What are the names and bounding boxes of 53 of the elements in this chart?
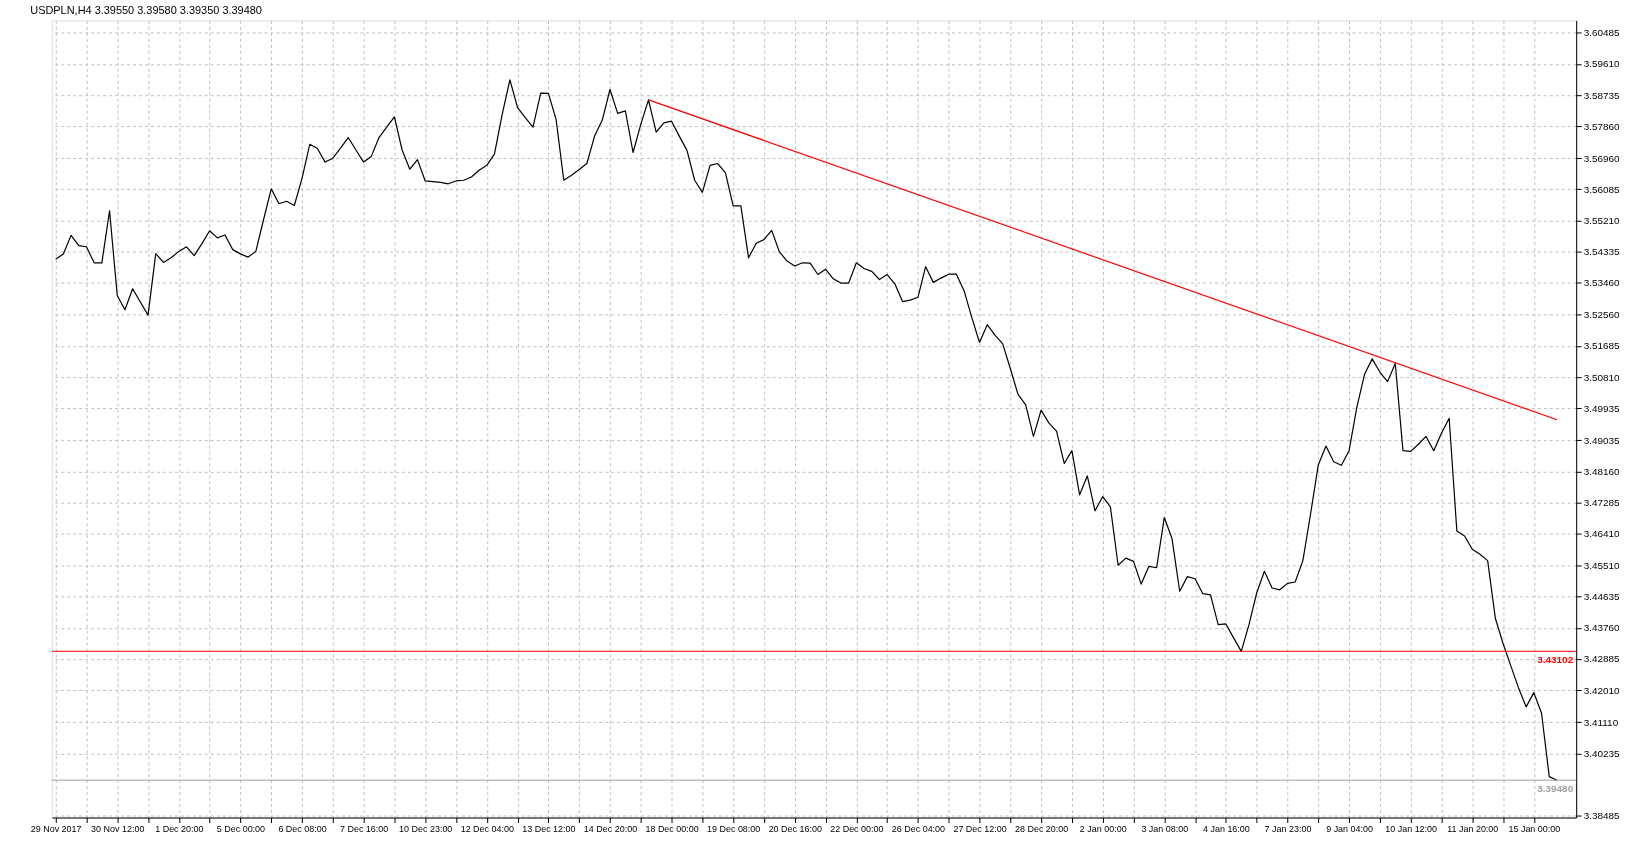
y-tick-label: 3.49935 [1583,402,1621,414]
y-tick-label: 3.59610 [1583,58,1621,70]
x-tick-label: 15 Jan 00:00 [1508,823,1561,834]
y-tick-label: 3.38485 [1583,810,1621,822]
y-tick-label: 3.51685 [1583,340,1621,352]
y-tick-label: 3.44635 [1583,591,1621,603]
x-tick-label: 29 Nov 2017 [30,823,82,834]
x-tick-label: 30 Nov 12:00 [91,823,145,834]
y-tick-label: 3.57860 [1583,120,1621,132]
y-tick-label: 3.43760 [1583,622,1621,634]
x-tick-label: 9 Jan 04:00 [1326,823,1373,834]
y-tick-label: 3.55210 [1583,214,1621,226]
y-tick-label: 3.53460 [1583,277,1621,289]
y-tick-label: 3.58735 [1583,89,1621,101]
y-tick-label: 3.45510 [1583,560,1621,572]
x-tick-label: 5 Dec 00:00 [216,823,266,834]
y-tick-label: 3.56960 [1583,152,1621,164]
ref-line-label: 3.43102 [1537,654,1574,666]
x-tick-label: 6 Dec 08:00 [278,823,327,834]
y-tick-label: 3.47285 [1583,496,1621,508]
x-tick-label: 3 Jan 08:00 [1141,823,1189,834]
x-tick-label: 1 Dec 20:00 [155,823,204,834]
x-tick-label: 26 Dec 04:00 [891,823,946,834]
y-tick-label: 3.42010 [1583,684,1621,696]
x-tick-label: 19 Dec 08:00 [707,823,761,834]
y-tick-label: 3.56085 [1583,183,1621,195]
x-tick-label: 22 Dec 00:00 [830,823,884,834]
x-tick-label: 10 Jan 12:00 [1385,823,1438,834]
x-tick-label: 14 Dec 20:00 [583,823,638,834]
x-tick-label: 27 Dec 12:00 [953,823,1007,834]
x-tick-label: 18 Dec 00:00 [645,823,699,834]
x-tick-label: 2 Jan 00:00 [1079,823,1127,834]
x-tick-label: 7 Dec 16:00 [339,823,389,834]
x-tick-label: 10 Dec 23:00 [399,823,453,834]
y-tick-label: 3.46410 [1583,528,1621,540]
y-tick-label: 3.50810 [1583,371,1621,383]
x-tick-label: 11 Jan 20:00 [1447,823,1499,834]
ref-line-label: 3.39480 [1537,783,1574,795]
y-tick-label: 3.60485 [1583,27,1621,39]
y-tick-label: 3.42885 [1583,653,1621,665]
y-tick-label: 3.54335 [1583,246,1621,258]
y-tick-label: 3.49035 [1583,434,1621,446]
x-tick-label: 4 Jan 16:00 [1202,823,1250,834]
x-tick-label: 13 Dec 12:00 [522,823,576,834]
y-tick-label: 3.52560 [1583,309,1621,321]
x-tick-label: 20 Dec 16:00 [768,823,822,834]
chart-title: USDPLN,H4 3.39550 3.39580 3.39350 3.39480 [30,4,262,17]
x-tick-label: 28 Dec 20:00 [1014,823,1069,834]
x-tick-label: 12 Dec 04:00 [460,823,514,834]
y-tick-label: 3.40235 [1583,747,1621,759]
x-tick-label: 7 Jan 23:00 [1264,823,1312,834]
y-tick-label: 3.41110 [1583,716,1619,728]
y-tick-label: 3.48160 [1583,465,1621,477]
